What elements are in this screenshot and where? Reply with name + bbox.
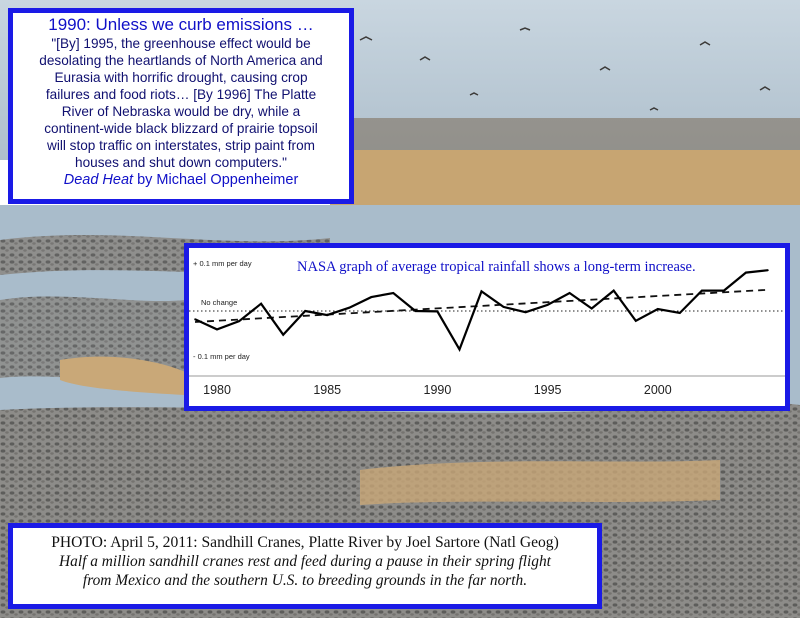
quote-line: "[By] 1995, the greenhouse effect would … bbox=[51, 36, 311, 51]
data-point bbox=[436, 310, 439, 313]
y-label-bottom: - 0.1 mm per day bbox=[193, 352, 250, 361]
x-tick-label: 1985 bbox=[313, 383, 341, 397]
data-point bbox=[679, 312, 681, 314]
quote-source-author: by Michael Oppenheimer bbox=[133, 172, 299, 188]
x-tick-label: 2000 bbox=[644, 383, 672, 397]
quote-source: Dead Heat by Michael Oppenheimer bbox=[17, 171, 345, 190]
photo-description-line: from Mexico and the southern U.S. to bre… bbox=[82, 572, 528, 589]
quote-line: desolating the heartlands of North Ameri… bbox=[39, 53, 323, 68]
data-point bbox=[590, 307, 593, 310]
data-point bbox=[260, 302, 262, 305]
data-point bbox=[767, 269, 769, 271]
chart-title: NASA graph of average tropical rainfall … bbox=[297, 259, 696, 275]
trend-line bbox=[194, 288, 769, 323]
data-point bbox=[656, 308, 659, 310]
data-point bbox=[370, 296, 373, 298]
data-point bbox=[414, 310, 417, 312]
data-point bbox=[392, 292, 395, 294]
rainfall-chart: NASA graph of average tropical rainfall … bbox=[189, 259, 785, 397]
data-point bbox=[502, 306, 505, 308]
x-tick-label: 1980 bbox=[203, 383, 231, 397]
data-point bbox=[194, 318, 196, 320]
data-point bbox=[612, 289, 615, 292]
data-point bbox=[216, 328, 218, 331]
data-point bbox=[745, 271, 747, 274]
y-label-top: + 0.1 mm per day bbox=[193, 259, 252, 268]
data-point bbox=[634, 320, 637, 322]
quote-line: River of Nebraska would be dry, while a bbox=[61, 104, 301, 119]
quote-line: continent-wide black blizzard of prairie… bbox=[44, 121, 318, 136]
tree-line bbox=[330, 118, 800, 156]
photo-description-line: Half a million sandhill cranes rest and … bbox=[59, 553, 551, 570]
x-tick-label: 1990 bbox=[424, 383, 452, 397]
data-point bbox=[304, 310, 306, 312]
flying-birds bbox=[359, 27, 771, 111]
data-point bbox=[458, 348, 461, 351]
sand-lower bbox=[360, 460, 720, 505]
data-point bbox=[524, 311, 527, 314]
sand-patch bbox=[60, 356, 185, 395]
data-point bbox=[701, 289, 703, 292]
photo-caption-box: PHOTO: April 5, 2011: Sandhill Cranes, P… bbox=[8, 523, 602, 609]
data-point bbox=[282, 333, 284, 336]
y-label-middle: No change bbox=[201, 298, 237, 307]
data-point bbox=[723, 289, 725, 292]
data-point bbox=[480, 290, 483, 293]
data-point bbox=[546, 304, 549, 306]
quote-line: houses and shut down computers." bbox=[75, 155, 287, 170]
data-point bbox=[326, 314, 329, 316]
data-point bbox=[348, 306, 351, 309]
quote-body: "[By] 1995, the greenhouse effect would … bbox=[17, 35, 345, 171]
rainfall-series-line bbox=[194, 269, 769, 352]
x-tick-labels: 1980 1985 1990 1995 2000 bbox=[203, 383, 672, 397]
quote-line: failures and food riots… [By 1996] The P… bbox=[45, 87, 317, 102]
quote-source-title: Dead Heat bbox=[63, 172, 134, 188]
data-points bbox=[194, 269, 769, 351]
quote-line: Eurasia with horrific drought, causing c… bbox=[54, 70, 308, 85]
quote-box: 1990: Unless we curb emissions … "[By] 1… bbox=[8, 8, 354, 204]
x-tick-label: 1995 bbox=[534, 383, 562, 397]
data-point bbox=[238, 320, 240, 323]
data-point bbox=[568, 292, 571, 294]
quote-title: 1990: Unless we curb emissions … bbox=[48, 15, 314, 34]
quote-line: will stop traffic on interstates, strip … bbox=[47, 138, 315, 153]
rainfall-chart-box: NASA graph of average tropical rainfall … bbox=[184, 243, 790, 411]
photo-credit: PHOTO: April 5, 2011: Sandhill Cranes, P… bbox=[51, 534, 559, 551]
